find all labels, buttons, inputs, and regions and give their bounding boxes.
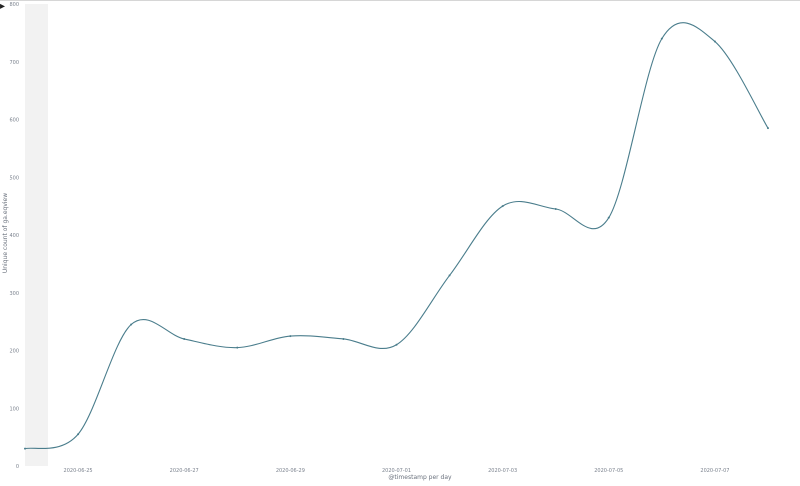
- y-tick-label: 200: [9, 349, 19, 355]
- data-point[interactable]: [448, 274, 451, 277]
- data-point[interactable]: [607, 216, 610, 219]
- y-tick-label: 400: [9, 233, 19, 239]
- x-tick-label: 2020-07-03: [488, 468, 517, 474]
- data-point[interactable]: [24, 447, 26, 450]
- y-axis: 0 100 200 300 400 500 600 700 800: [9, 2, 19, 470]
- data-point[interactable]: [501, 205, 504, 208]
- data-point[interactable]: [183, 337, 186, 340]
- data-point[interactable]: [767, 127, 769, 130]
- x-axis: 2020-06-25 2020-06-27 2020-06-29 2020-07-01…: [64, 468, 730, 474]
- panel-top-border: [0, 0, 800, 1]
- data-point[interactable]: [236, 346, 239, 349]
- x-tick-label: 2020-07-07: [700, 468, 729, 474]
- chevron-right-icon[interactable]: ▸: [0, 1, 6, 12]
- series-line: [24, 22, 769, 450]
- x-axis-title: @timestamp per day: [388, 474, 452, 481]
- x-tick-label: 2020-06-25: [64, 468, 93, 474]
- y-tick-label: 700: [9, 60, 19, 66]
- data-point[interactable]: [130, 323, 133, 326]
- y-tick-label: 100: [9, 406, 19, 412]
- series-points: [24, 37, 769, 450]
- y-tick-label: 500: [9, 175, 19, 181]
- data-point[interactable]: [342, 337, 345, 340]
- data-point[interactable]: [713, 40, 716, 43]
- y-tick-label: 0: [16, 464, 19, 470]
- x-tick-label: 2020-07-01: [382, 468, 411, 474]
- data-point[interactable]: [77, 433, 80, 436]
- x-tick-label: 2020-06-27: [170, 468, 199, 474]
- data-point[interactable]: [289, 335, 292, 338]
- x-tick-label: 2020-06-29: [276, 468, 305, 474]
- y-tick-label: 600: [9, 118, 19, 124]
- data-point[interactable]: [660, 37, 663, 40]
- data-point[interactable]: [395, 343, 398, 346]
- highlight-band: [25, 4, 48, 466]
- y-tick-label: 300: [9, 291, 19, 297]
- y-tick-label: 800: [9, 2, 19, 8]
- y-axis-title: Unique count of ga.eqview: [2, 192, 9, 274]
- data-point[interactable]: [554, 208, 557, 211]
- x-tick-label: 2020-07-05: [594, 468, 623, 474]
